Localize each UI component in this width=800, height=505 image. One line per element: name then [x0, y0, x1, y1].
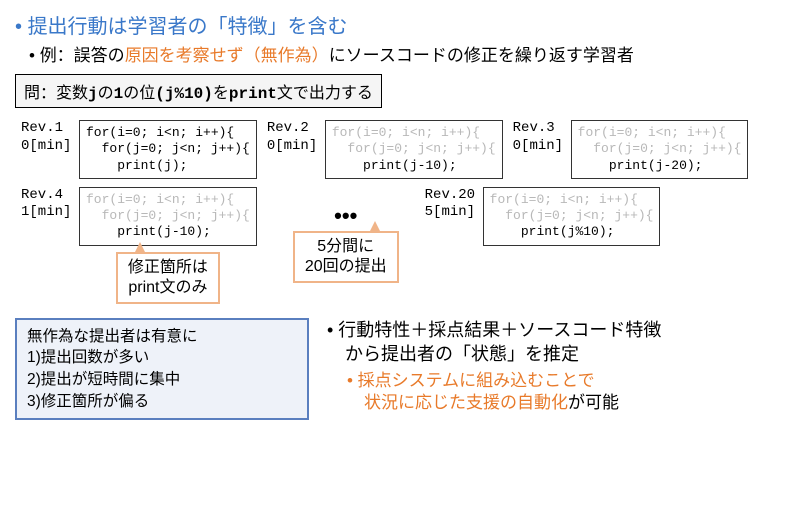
- question-box: 問：変数jの1の位(j%10)をprint文で出力する: [15, 74, 382, 108]
- revision-row-2: Rev.4 1[min] for(i=0; i<n; i++){ for(j=0…: [21, 187, 785, 304]
- rev20-label: Rev.20 5[min]: [425, 187, 477, 222]
- callout-20-submissions: 5分間に20回の提出: [293, 231, 399, 283]
- callout-fix-only: 修正箇所はprint文のみ: [116, 252, 220, 304]
- revision-row-1: Rev.1 0[min] for(i=0; i<n; i++){ for(j=0…: [21, 120, 785, 179]
- rev3-code: for(i=0; i<n; i++){ for(j=0; j<n; j++){ …: [571, 120, 749, 179]
- rev1-label: Rev.1 0[min]: [21, 120, 73, 155]
- rev1-code: for(i=0; i<n; i++){ for(j=0; j<n; j++){ …: [79, 120, 257, 179]
- blue-summary-box: 無作為な提出者は有意に 1)提出回数が多い 2)提出が短時間に集中 3)修正箇所…: [15, 318, 309, 421]
- rev2-code: for(i=0; i<n; i++){ for(j=0; j<n; j++){ …: [325, 120, 503, 179]
- rev3-label: Rev.3 0[min]: [513, 120, 565, 155]
- rev4-label: Rev.4 1[min]: [21, 187, 73, 222]
- right-conclusion: • 行動特性＋採点結果＋ソースコード特徴 から提出者の「状態」を推定 • 採点シ…: [327, 318, 661, 415]
- dots: •••: [334, 203, 357, 229]
- rev20-code: for(i=0; i<n; i++){ for(j=0; j<n; j++){ …: [483, 187, 661, 246]
- rev4-code: for(i=0; i<n; i++){ for(j=0; j<n; j++){ …: [79, 187, 257, 246]
- slide-subtitle: • 例：誤答の原因を考察せず（無作為）にソースコードの修正を繰り返す学習者: [29, 41, 785, 66]
- rev2-label: Rev.2 0[min]: [267, 120, 319, 155]
- lower-section: 無作為な提出者は有意に 1)提出回数が多い 2)提出が短時間に集中 3)修正箇所…: [15, 318, 785, 421]
- slide-title: • 提出行動は学習者の「特徴」を含む: [15, 10, 785, 39]
